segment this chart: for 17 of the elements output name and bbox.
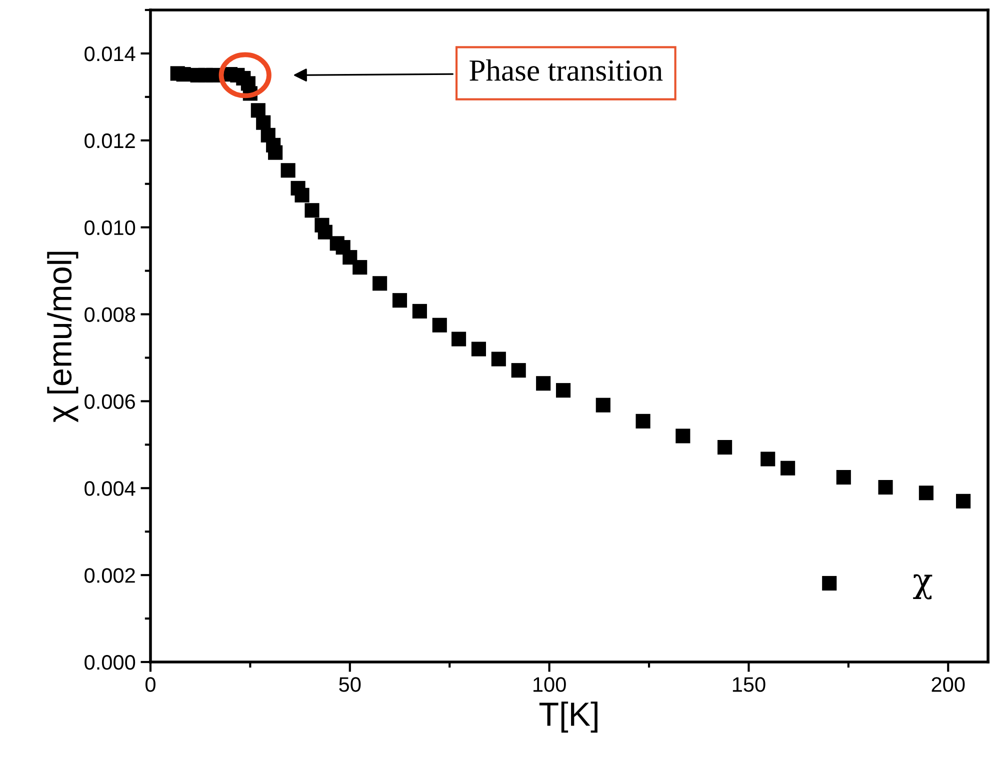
y-tick-label: 0.000 <box>84 655 136 670</box>
annotation: Phase transition <box>470 59 663 81</box>
x-tick-label: 100 <box>534 677 566 692</box>
legend-label: χ <box>913 574 932 600</box>
y-tick-label: 0.010 <box>84 220 136 236</box>
y-tick-label: 0.004 <box>84 481 136 496</box>
x-tick-label: 200 <box>932 677 965 692</box>
y-tick-label: 0.014 <box>84 46 136 62</box>
y-tick-label: 0.006 <box>84 394 135 409</box>
y-axis-title: χ [emu/mol] <box>47 252 78 422</box>
x-tick-label: 50 <box>339 677 361 692</box>
y-tick-label: 0.012 <box>84 133 135 148</box>
y-tick-label: 0.002 <box>84 568 135 583</box>
y-tick-label: 0.008 <box>84 307 135 322</box>
x-tick-label: 150 <box>732 677 766 692</box>
x-tick-label: 0 <box>146 677 156 692</box>
x-axis-title: T[K] <box>539 702 598 733</box>
